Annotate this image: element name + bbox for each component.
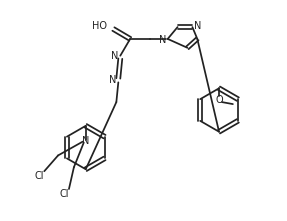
Text: Cl: Cl bbox=[34, 171, 44, 181]
Text: O: O bbox=[215, 95, 223, 105]
Text: HO: HO bbox=[92, 21, 107, 31]
Text: N: N bbox=[111, 51, 118, 61]
Text: Cl: Cl bbox=[59, 189, 69, 199]
Text: N: N bbox=[159, 35, 166, 45]
Text: N: N bbox=[82, 136, 90, 146]
Text: N: N bbox=[109, 75, 116, 85]
Text: N: N bbox=[194, 21, 201, 31]
